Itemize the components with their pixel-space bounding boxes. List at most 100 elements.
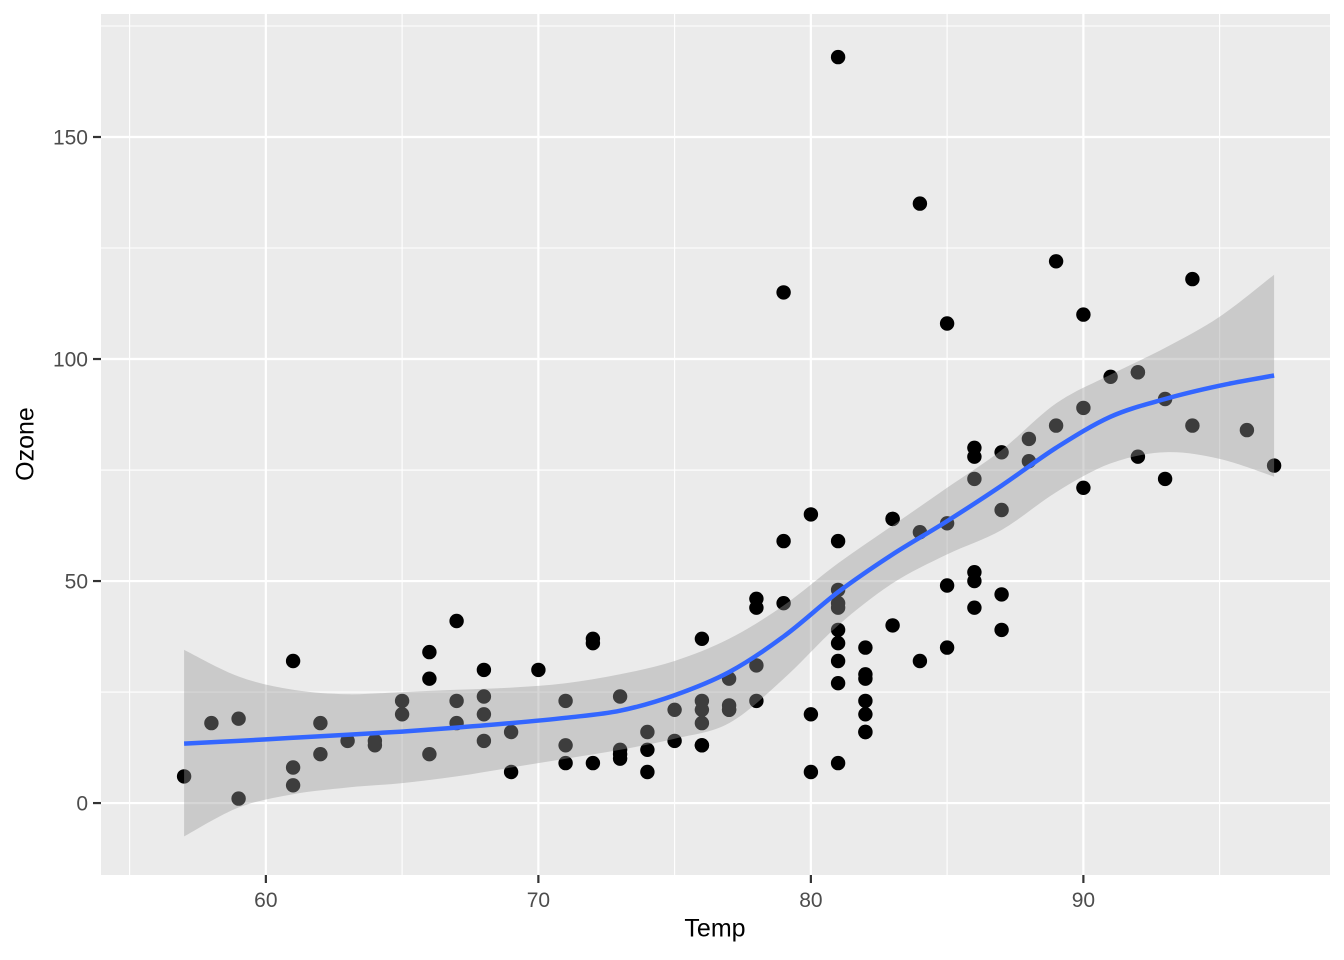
data-point <box>394 693 410 709</box>
data-point <box>694 702 710 717</box>
plot-panel <box>101 14 1330 875</box>
data-point <box>449 613 464 629</box>
data-point <box>694 715 710 731</box>
data-point <box>640 764 655 780</box>
data-point <box>803 707 819 722</box>
data-point <box>1048 418 1064 433</box>
data-point <box>939 640 955 655</box>
data-point <box>667 733 682 749</box>
data-point <box>803 764 819 780</box>
data-point <box>1130 449 1146 464</box>
data-point <box>422 747 437 762</box>
data-point <box>912 196 928 211</box>
data-point <box>858 693 873 709</box>
data-point <box>1185 418 1200 433</box>
data-point <box>749 658 764 673</box>
data-point <box>994 502 1009 518</box>
data-point <box>176 769 192 784</box>
data-point <box>1076 400 1091 416</box>
data-point <box>612 751 628 766</box>
data-point <box>558 693 573 709</box>
loess-line <box>183 373 1275 746</box>
data-point <box>1239 422 1255 438</box>
data-point <box>967 600 982 615</box>
x-axis-title: Temp <box>684 914 746 943</box>
data-point <box>694 631 710 646</box>
y-tick-label: 50 <box>65 570 88 593</box>
data-point <box>285 653 301 669</box>
y-axis-title: Ozone <box>11 407 40 481</box>
data-point <box>776 596 791 611</box>
data-point <box>858 671 873 686</box>
data-point <box>285 778 301 793</box>
data-point <box>858 640 873 655</box>
data-point <box>231 711 246 726</box>
data-point <box>1185 271 1200 287</box>
data-point <box>612 689 628 704</box>
data-point <box>1157 471 1173 487</box>
data-point <box>858 724 873 740</box>
data-point <box>394 707 410 722</box>
data-point <box>285 760 301 775</box>
y-tick-label: 0 <box>76 792 88 815</box>
data-point <box>449 693 464 709</box>
data-point <box>476 733 492 749</box>
data-point <box>1266 458 1282 473</box>
data-point <box>694 738 710 753</box>
data-point <box>1076 480 1091 495</box>
data-point <box>503 764 519 780</box>
confidence-band <box>184 274 1275 837</box>
data-point <box>503 724 519 740</box>
data-point <box>967 573 982 589</box>
data-point <box>830 653 846 669</box>
data-point <box>640 742 655 757</box>
data-point <box>585 631 601 646</box>
data-point <box>340 733 355 749</box>
data-point <box>367 738 383 753</box>
data-point <box>531 662 546 678</box>
data-point <box>558 755 573 771</box>
data-point <box>939 316 955 331</box>
data-point <box>912 653 928 669</box>
data-point <box>885 511 900 527</box>
data-point <box>776 533 791 549</box>
data-point <box>422 644 437 660</box>
x-tick-label: 60 <box>254 889 277 912</box>
data-point <box>721 702 737 717</box>
data-point <box>476 662 492 678</box>
data-point <box>885 618 900 633</box>
data-point <box>830 533 846 549</box>
y-tick-label: 150 <box>53 126 88 149</box>
data-point <box>231 791 246 806</box>
data-point <box>830 636 846 651</box>
data-point <box>204 715 219 731</box>
data-point <box>830 600 846 615</box>
x-tick-label: 70 <box>527 889 550 912</box>
data-point <box>313 715 328 731</box>
data-point <box>1130 365 1146 380</box>
data-point <box>830 49 846 65</box>
data-point <box>830 755 846 771</box>
data-point <box>422 671 437 686</box>
data-point <box>476 707 492 722</box>
data-point <box>749 591 764 606</box>
data-point <box>1021 431 1037 447</box>
data-point <box>830 676 846 691</box>
data-point <box>994 587 1009 602</box>
data-point <box>1076 307 1091 322</box>
data-point <box>558 738 573 753</box>
data-point <box>476 689 492 704</box>
data-point <box>1103 369 1118 384</box>
data-point <box>858 707 873 722</box>
x-tick-label: 90 <box>1072 889 1095 912</box>
data-point <box>994 445 1009 460</box>
data-point <box>585 755 601 771</box>
data-point <box>939 578 955 593</box>
x-tick-label: 80 <box>799 889 822 912</box>
data-point <box>830 622 846 638</box>
data-point <box>640 724 655 740</box>
data-point <box>776 285 791 300</box>
data-point <box>803 507 819 522</box>
